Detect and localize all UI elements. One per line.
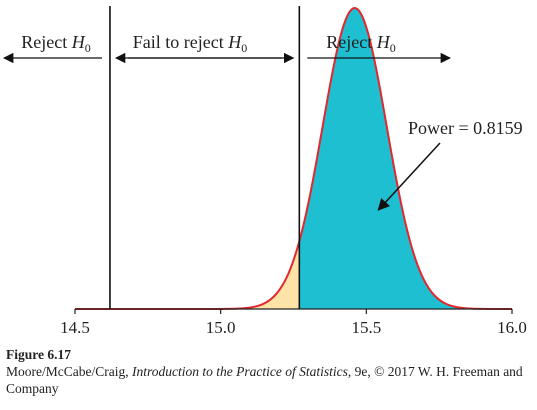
label-fail-to-reject: Fail to reject H0 [133,32,247,55]
citation-authors: Moore/McCabe/Craig, [6,364,132,379]
citation-book: Introduction to the Practice of Statisti… [131,364,348,379]
x-tick-label: 15.5 [351,318,381,337]
shaded-region-power [299,8,512,310]
power-annotation-arrow [377,142,441,211]
label-reject-left: Reject H0 [21,32,90,55]
power-annotation: Power = 0.8159 [408,118,523,138]
area-layer [75,8,512,310]
label-layer: 14.5 15.0 15.5 16.0 Reject H0 Fail to reject … [21,32,527,337]
shaded-region-beta [75,241,300,309]
figure-label: Figure 6.17 [6,347,71,362]
x-tick-label: 15.0 [206,318,236,337]
figure-caption: Figure 6.17 Moore/McCabe/Craig, Introduc… [6,346,531,397]
power-chart: 14.5 15.0 15.5 16.0 Reject H0 Fail to reject … [2,6,527,337]
label-reject-right: Reject H0 [326,32,395,55]
figure-citation: Moore/McCabe/Craig, Introduction to the … [6,363,531,397]
x-tick-label: 16.0 [497,318,527,337]
line-layer [2,6,513,314]
citation-rest: , 9e, © 2017 W. H. Freeman and Company [6,364,523,396]
x-tick-label: 14.5 [60,318,90,337]
